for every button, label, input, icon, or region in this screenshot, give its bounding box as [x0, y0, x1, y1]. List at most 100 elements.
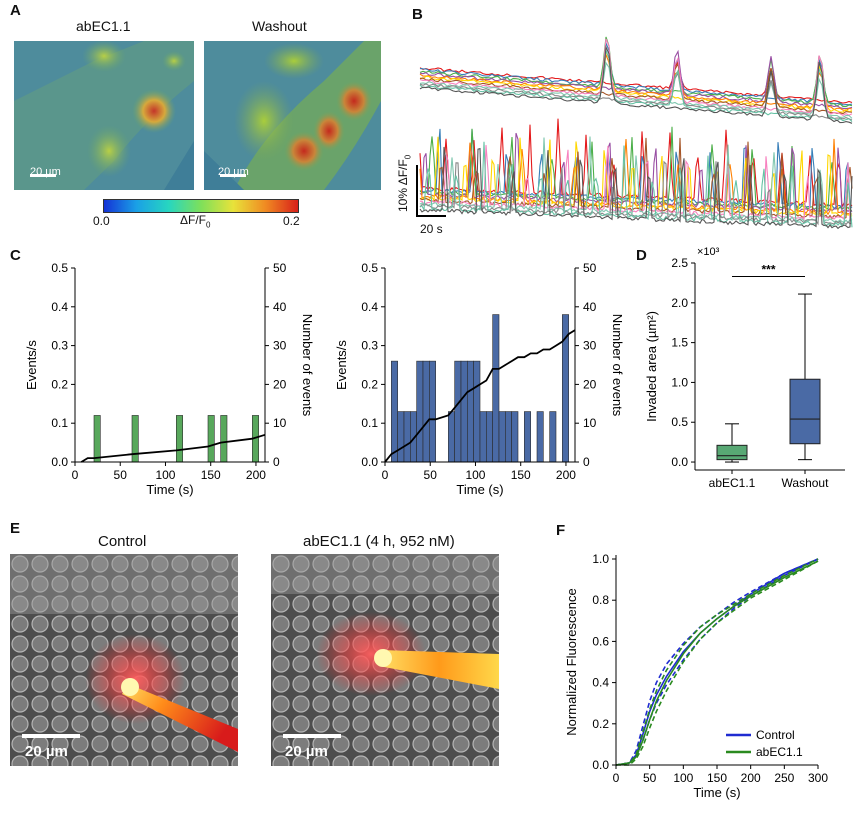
panel-e-right-title: abEC1.1 (4 h, 952 nM) [303, 533, 455, 550]
y-tick-label: 0.2 [51, 377, 68, 391]
x-tick-label: 150 [707, 771, 727, 785]
histogram-bar [403, 411, 411, 463]
trace-top [419, 40, 853, 106]
trace-top [419, 54, 853, 112]
y-tick-label: 0.3 [361, 339, 378, 353]
panel-a-right-title: Washout [252, 18, 307, 34]
scale-y-sub: 0 [403, 154, 413, 160]
trace-top [419, 50, 853, 123]
y-tick-label: 0.4 [361, 300, 378, 314]
histogram-bar [391, 360, 398, 463]
dye-coupling-image-abec [271, 554, 499, 766]
colorbar-label-text: ΔF/F [180, 213, 207, 227]
trace-top [419, 44, 853, 124]
x-tick-label: 0 [613, 771, 620, 785]
panel-label-e: E [10, 520, 21, 537]
x-tick-label: 100 [155, 468, 175, 482]
colorbar-min: 0.0 [93, 214, 110, 228]
y-tick-right-label: 20 [583, 377, 597, 391]
y-tick-label: 0.5 [671, 415, 688, 429]
calcium-traces [419, 36, 853, 230]
histogram-bar [220, 415, 228, 463]
histogram-bar [479, 411, 487, 463]
x-tick-label: 0 [382, 468, 389, 482]
y-tick-label: 0.8 [592, 593, 609, 607]
y-tick-label: 2.0 [671, 296, 688, 310]
histogram-bar [524, 411, 531, 463]
colorbar-label-sub: 0 [206, 220, 211, 230]
y-tick-right-label: 20 [273, 377, 287, 391]
y-tick-label: 0.1 [51, 416, 68, 430]
x-axis-label: Time (s) [146, 482, 193, 497]
scale-bar-horizontal [416, 215, 446, 217]
scale-y-text: 10% ΔF/F [396, 159, 410, 212]
histogram-bar [93, 415, 101, 463]
y-tick-label: 0.2 [592, 717, 609, 731]
panel-e-left-title: Control [98, 533, 147, 550]
scale-bar-label-e-left: 20 µm [25, 743, 68, 760]
dye-coupling-image-control [10, 554, 238, 766]
cumulative-events-line [80, 433, 266, 463]
y-axis-right-label: Number of events [610, 314, 625, 417]
x-tick-label: 100 [673, 771, 693, 785]
panel-label-a: A [10, 2, 21, 19]
scale-bar-y-label: 10% ΔF/F0 [396, 155, 412, 212]
histogram-bar [505, 411, 512, 463]
panel-label-b: B [412, 6, 423, 23]
y-axis-right-label: Number of events [300, 314, 315, 417]
colorbar-label: ΔF/F0 [180, 213, 210, 229]
colorbar-max: 0.2 [283, 214, 300, 228]
y-tick-label: 0.5 [361, 261, 378, 275]
y-tick-label: 0.4 [51, 300, 68, 314]
y-tick-right-label: 10 [583, 416, 597, 430]
y-tick-label: 1.0 [671, 375, 688, 389]
y-tick-right-label: 50 [583, 261, 597, 275]
trace-top [419, 36, 853, 108]
y-tick-label: 0.1 [361, 416, 378, 430]
significance-stars: *** [761, 263, 775, 277]
y-tick-label: 0.6 [592, 634, 609, 648]
panel-label-c: C [10, 247, 21, 264]
legend-label: Control [756, 728, 795, 742]
chart-d: 0.0 0.5 1.0 1.5 2.0 2.5 ×10³ Invaded area (µm²)… [644, 246, 845, 490]
legend-label: abEC1.1 [756, 745, 803, 759]
y-tick-label: 0.2 [361, 377, 378, 391]
histogram-bar [549, 411, 557, 463]
trace-top [419, 62, 853, 115]
histogram-bar [429, 360, 436, 463]
trace-bottom [419, 136, 853, 218]
x-tick-label: 250 [774, 771, 794, 785]
colorbar [103, 199, 299, 213]
x-tick-label: 200 [741, 771, 761, 785]
calcium-image-abec [14, 41, 194, 190]
y-tick-label: 0.4 [592, 676, 609, 690]
y-tick-right-label: 30 [273, 339, 287, 353]
y-axis-label: Events/s [334, 340, 349, 390]
y-tick-label: 0.0 [51, 455, 68, 469]
histogram-bar [460, 360, 468, 463]
calcium-image-washout [204, 41, 381, 190]
y-tick-right-label: 50 [273, 261, 287, 275]
trace-bottom [419, 146, 853, 230]
histogram-bar [473, 360, 481, 463]
histogram-bar [492, 314, 500, 463]
trace-top [419, 61, 853, 119]
scale-bar-x-label: 20 s [420, 222, 443, 236]
histogram-bar [397, 411, 405, 463]
panel-a-left-title: abEC1.1 [76, 18, 131, 34]
y-scale-multiplier: ×10³ [697, 246, 720, 258]
box-abec11 [716, 444, 748, 461]
scale-bar-label-a-left: 20 µm [30, 166, 61, 178]
x-tick-label: 150 [511, 468, 531, 482]
trace-top [419, 49, 853, 110]
x-tick-label: 50 [643, 771, 657, 785]
chart-c-right: 0.0 0.1 0.2 0.3 0.4 0.5 0 10 20 30 40 50 0 50 100 150 20… [334, 261, 625, 497]
y-tick-label: 2.5 [671, 256, 688, 270]
histogram-bar [498, 411, 506, 463]
trace-bottom [419, 145, 853, 223]
cumulative-events-line [384, 329, 576, 463]
y-tick-label: 1.5 [671, 336, 688, 350]
recovery-curve-abec11 [616, 560, 819, 766]
box-washout [789, 378, 821, 445]
histogram-bar [176, 415, 183, 463]
